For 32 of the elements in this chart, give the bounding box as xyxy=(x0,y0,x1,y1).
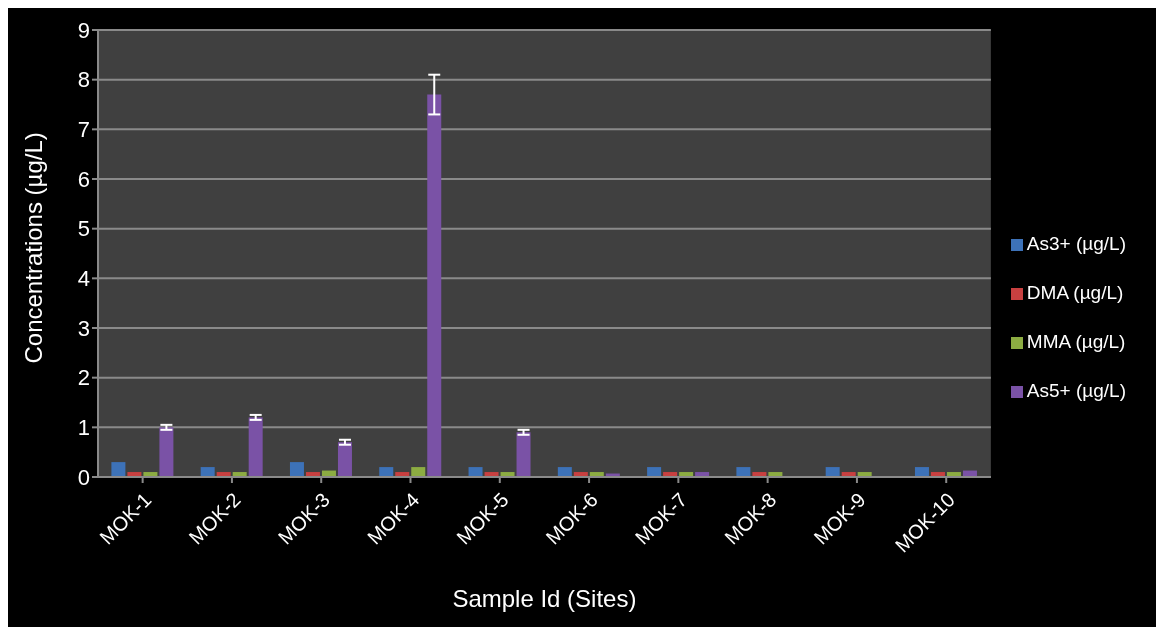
bar xyxy=(289,462,304,477)
y-axis-title: Concentrations (µg/L) xyxy=(19,132,47,364)
bar xyxy=(411,467,426,477)
y-tick-label: 9 xyxy=(77,17,90,43)
y-tick-label: 4 xyxy=(77,266,90,292)
y-tick-label: 7 xyxy=(77,117,90,143)
bar xyxy=(200,467,215,477)
bar xyxy=(248,417,263,477)
y-tick-label: 1 xyxy=(77,415,90,441)
bar xyxy=(468,467,483,477)
y-tick-label: 0 xyxy=(77,464,90,490)
y-tick-label: 2 xyxy=(77,365,90,391)
bar xyxy=(914,467,929,477)
bar xyxy=(159,427,174,477)
bar xyxy=(337,442,352,477)
bar xyxy=(379,467,394,477)
x-axis-title: Sample Id (Sites) xyxy=(452,585,637,612)
bar xyxy=(427,94,442,477)
bar xyxy=(736,467,751,477)
bar xyxy=(557,467,572,477)
legend-label: As5+ (µg/L) xyxy=(1026,379,1126,401)
y-tick-label: 8 xyxy=(77,67,90,93)
bar xyxy=(825,467,840,477)
legend-label: DMA (µg/L) xyxy=(1026,281,1124,303)
legend-label: MMA (µg/L) xyxy=(1026,330,1126,352)
y-tick-label: 3 xyxy=(77,315,90,341)
y-tick-label: 6 xyxy=(77,166,90,192)
y-tick-label: 5 xyxy=(77,216,90,242)
bar xyxy=(111,462,126,477)
legend-label: As3+ (µg/L) xyxy=(1026,232,1126,254)
bar xyxy=(647,467,662,477)
bar xyxy=(516,432,531,477)
